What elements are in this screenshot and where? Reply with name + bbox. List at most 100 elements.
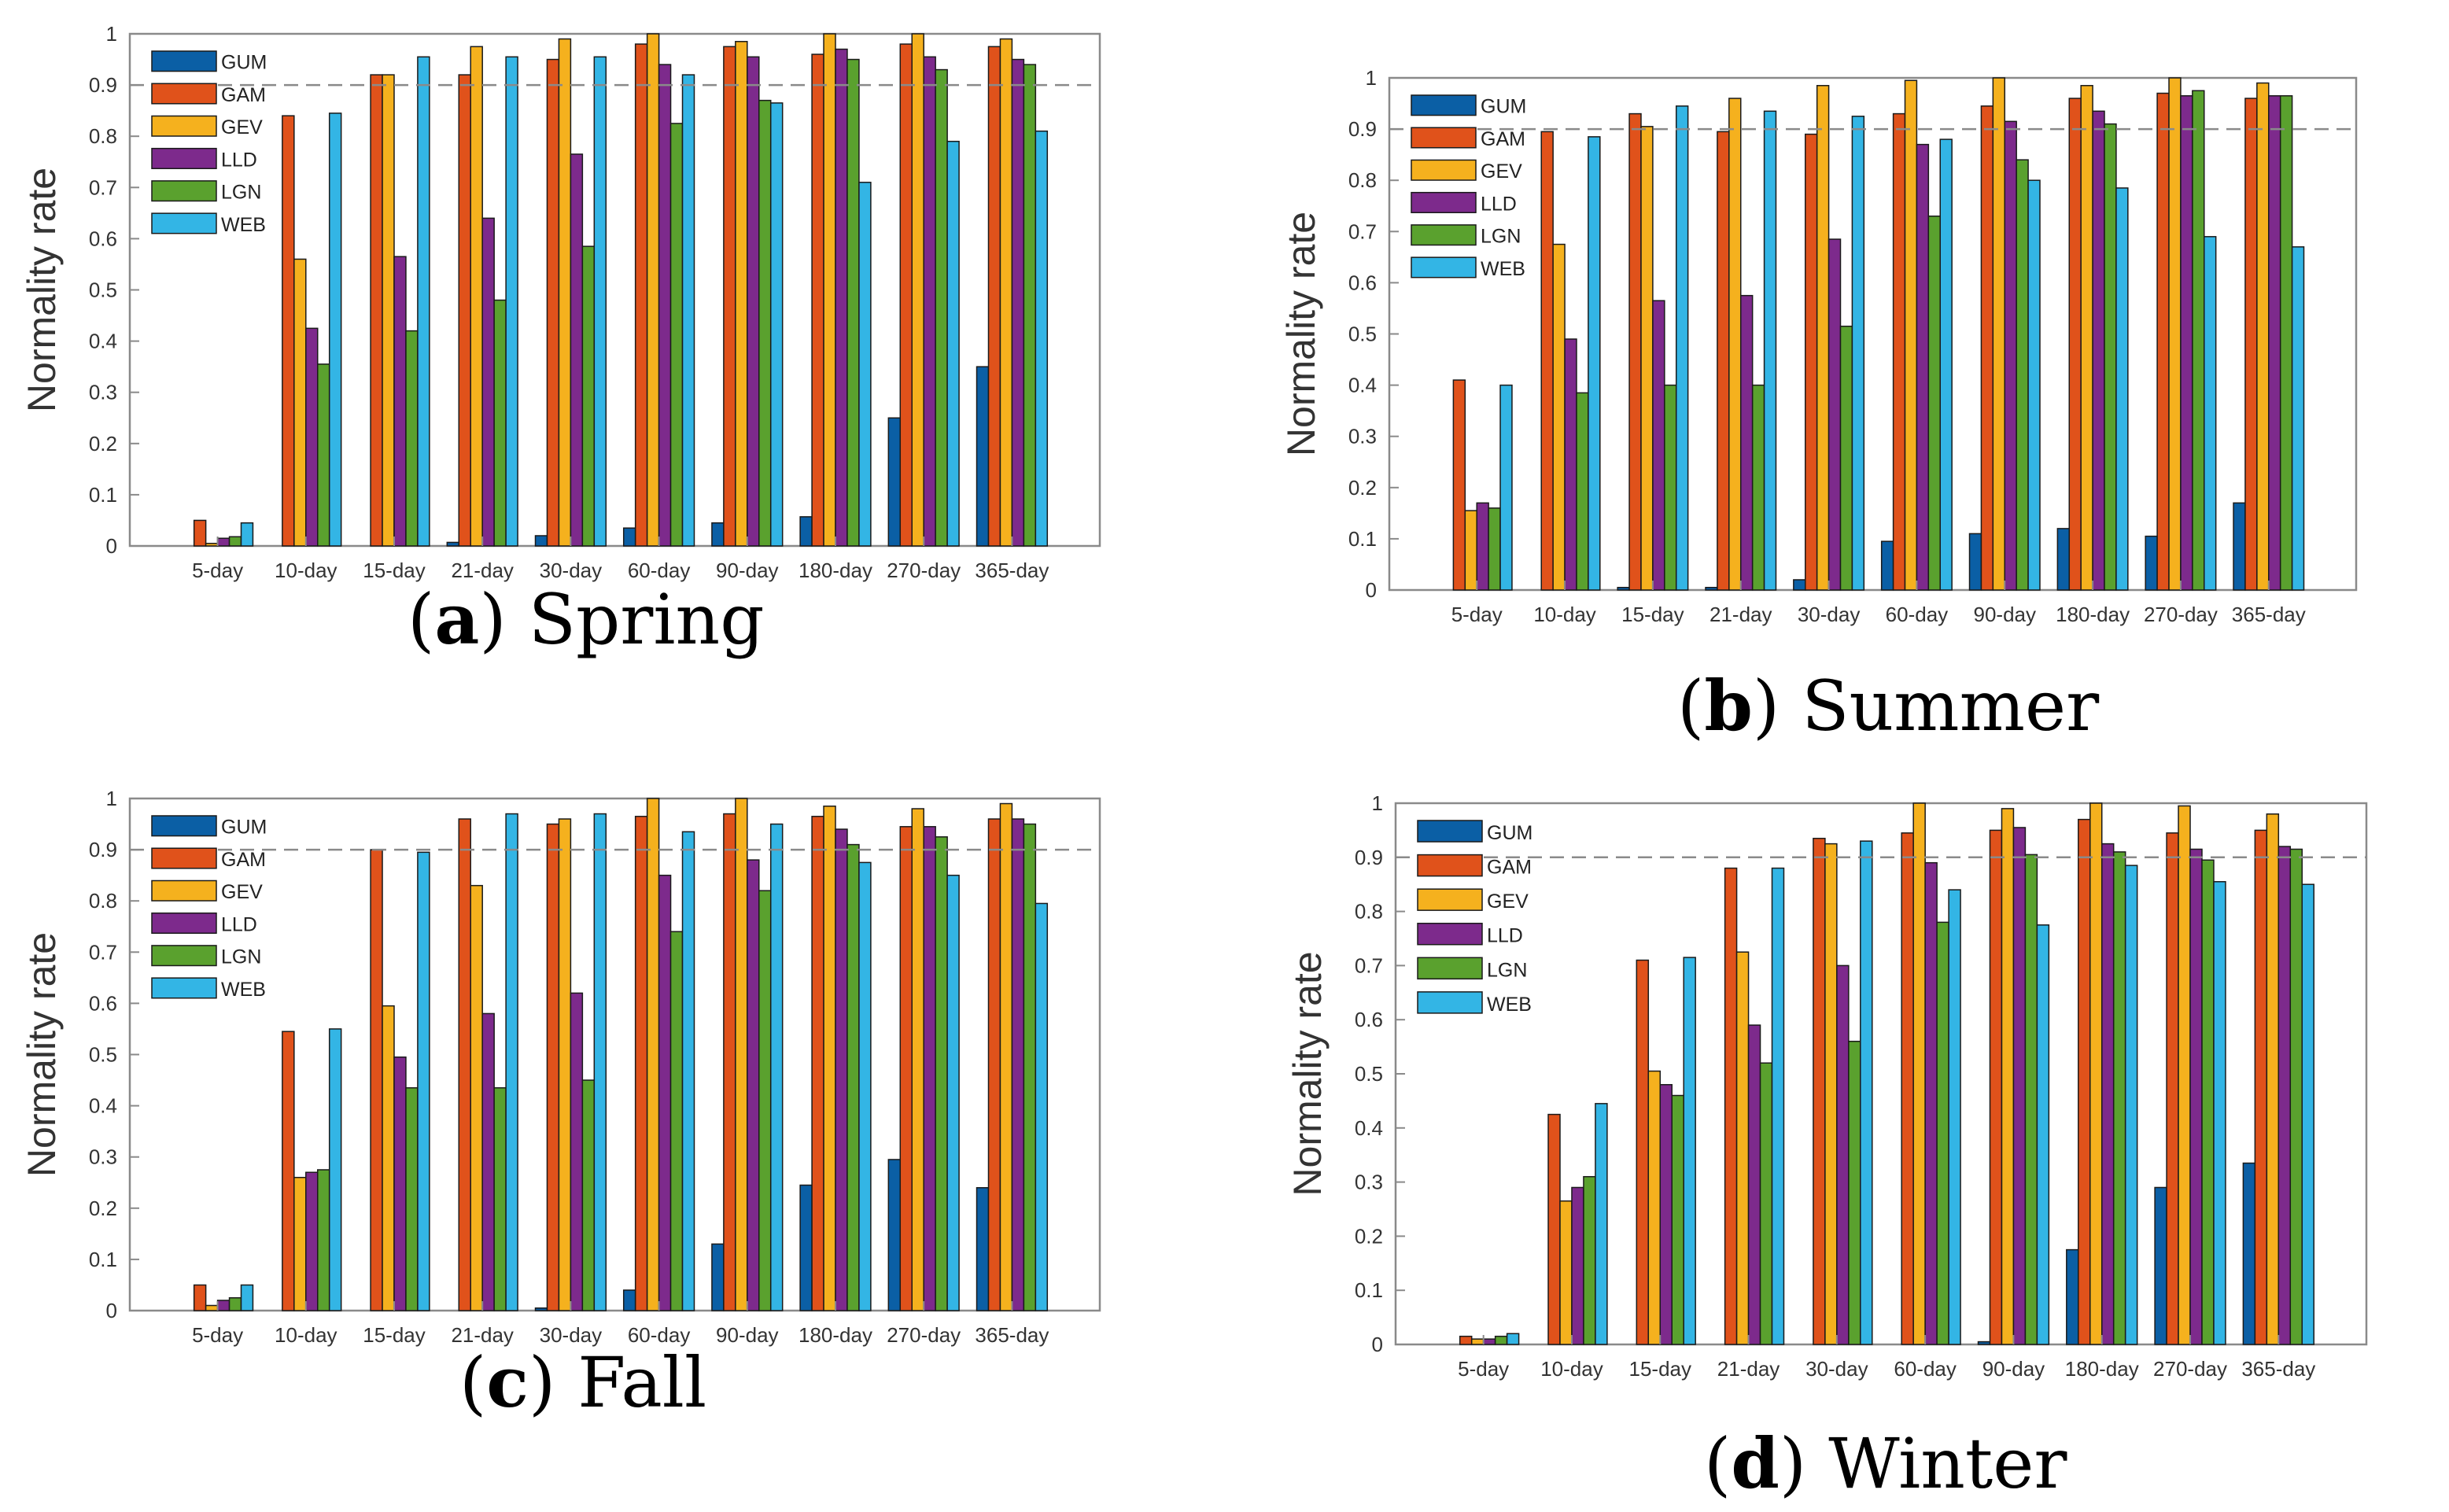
bar-gam-365-day	[2254, 829, 2268, 1345]
bar-gam-90-day	[1980, 105, 1994, 591]
bar-gam-90-day	[723, 813, 736, 1311]
bar-gev-60-day	[646, 798, 660, 1311]
bar-gev-180-day	[823, 33, 836, 547]
legend-label-lgn: LGN	[1481, 226, 1521, 248]
bar-gev-30-day	[1824, 843, 1838, 1345]
bar-lld-90-day	[747, 56, 760, 547]
bar-lgn-90-day	[758, 890, 772, 1311]
y-axis-label: Normality rate	[20, 932, 64, 1177]
legend-swatch-gam	[1417, 854, 1483, 877]
bar-lld-10-day	[305, 327, 319, 547]
legend-label-gum: GUM	[1481, 96, 1526, 118]
x-tick-label: 180-day	[2065, 1357, 2139, 1381]
legend-swatch-gam	[151, 847, 217, 869]
bar-gum-30-day	[534, 1307, 548, 1311]
legend-label-gam: GAM	[1481, 128, 1525, 150]
legend-label-gev: GEV	[221, 881, 263, 903]
bar-lld-90-day	[2004, 120, 2017, 591]
legend-swatch-lld	[151, 147, 217, 170]
y-tick-label: 0.7	[89, 940, 117, 964]
bar-web-270-day	[946, 874, 960, 1311]
bar-lgn-180-day	[846, 843, 860, 1311]
y-axis-label: Normality rate	[20, 168, 64, 412]
x-tick-label: 5-day	[192, 1323, 243, 1347]
y-tick-label: 0.1	[89, 1248, 117, 1271]
bar-lld-60-day	[1924, 861, 1938, 1345]
x-tick-label: 365-day	[2241, 1357, 2315, 1381]
bar-lgn-21-day	[493, 299, 507, 547]
bar-gam-10-day	[1540, 131, 1554, 591]
legend-swatch-web	[1411, 256, 1477, 278]
y-tick-label: 0.1	[1348, 527, 1377, 551]
bar-gev-270-day	[911, 808, 924, 1311]
bar-gev-15-day	[382, 74, 395, 547]
x-tick-label: 5-day	[1458, 1357, 1509, 1381]
caption-a-letter: a	[434, 578, 480, 660]
bar-gum-270-day	[887, 1159, 902, 1311]
bar-lld-15-day	[393, 1057, 407, 1311]
bar-web-21-day	[1771, 867, 1785, 1345]
bar-web-180-day	[858, 861, 872, 1311]
y-tick-label: 1	[106, 22, 117, 46]
y-tick-label: 0.5	[89, 278, 117, 302]
bar-lgn-365-day	[2289, 848, 2303, 1345]
x-tick-label: 365-day	[975, 1323, 1049, 1347]
x-tick-label: 270-day	[887, 1323, 961, 1347]
caption-b: (b) Summer	[1677, 665, 2100, 747]
bar-lgn-270-day	[935, 68, 948, 547]
x-tick-label: 5-day	[1451, 603, 1503, 626]
legend-label-gam: GAM	[221, 84, 266, 106]
bar-gam-21-day	[1724, 867, 1738, 1345]
y-tick-label: 0	[1372, 1333, 1383, 1356]
x-tick-label: 90-day	[716, 1323, 779, 1347]
bar-gam-5-day	[1459, 1335, 1473, 1345]
bar-gam-15-day	[1636, 959, 1650, 1345]
legend-label-gum: GUM	[221, 52, 267, 74]
legend-label-lld: LLD	[1487, 925, 1523, 947]
bar-gum-60-day	[1880, 540, 1894, 591]
bar-gam-21-day	[458, 818, 471, 1311]
legend-label-gum: GUM	[1487, 822, 1532, 844]
bar-gam-30-day	[1805, 133, 1818, 591]
y-tick-label: 0.2	[89, 1197, 117, 1220]
y-tick-label: 0	[1366, 578, 1377, 602]
bar-gev-365-day	[2256, 82, 2270, 591]
bar-lgn-10-day	[316, 363, 330, 547]
bar-web-10-day	[1588, 136, 1601, 591]
y-tick-label: 0.2	[1348, 476, 1377, 500]
bar-lld-10-day	[1564, 338, 1577, 591]
bar-gev-90-day	[2001, 808, 2015, 1345]
bar-web-180-day	[2124, 865, 2138, 1345]
x-tick-label: 15-day	[1629, 1357, 1692, 1381]
bar-lld-5-day	[1476, 502, 1489, 591]
y-tick-label: 0.3	[1348, 425, 1377, 448]
y-tick-label: 0.3	[1355, 1171, 1383, 1194]
bar-gam-180-day	[2078, 818, 2091, 1345]
bar-lgn-30-day	[1848, 1040, 1861, 1345]
legend-swatch-gev	[151, 880, 217, 902]
y-tick-label: 0.8	[89, 124, 117, 148]
bar-web-365-day	[1035, 902, 1049, 1311]
bar-lld-180-day	[2100, 843, 2115, 1345]
bar-gev-30-day	[558, 818, 572, 1311]
bar-gam-365-day	[987, 46, 1001, 547]
bar-lld-15-day	[1659, 1084, 1673, 1345]
legend-label-web: WEB	[1481, 258, 1525, 280]
y-tick-label: 0.5	[1348, 323, 1377, 346]
bar-gam-15-day	[370, 74, 383, 547]
bar-lld-270-day	[923, 826, 936, 1311]
bar-gum-365-day	[976, 366, 990, 547]
bar-lgn-270-day	[2192, 90, 2205, 591]
bar-gam-30-day	[1813, 837, 1826, 1345]
bar-lgn-180-day	[2104, 123, 2117, 591]
x-tick-label: 90-day	[1974, 603, 2037, 626]
bar-gum-365-day	[2242, 1162, 2256, 1345]
bar-gev-90-day	[735, 41, 748, 547]
y-tick-label: 0.2	[1355, 1224, 1383, 1248]
y-tick-label: 0.2	[89, 432, 117, 455]
bar-lld-270-day	[2180, 95, 2193, 591]
bar-lgn-10-day	[316, 1169, 330, 1311]
bar-gev-21-day	[1728, 98, 1742, 591]
bar-web-60-day	[1939, 138, 1953, 591]
bar-gev-5-day	[1464, 510, 1477, 591]
